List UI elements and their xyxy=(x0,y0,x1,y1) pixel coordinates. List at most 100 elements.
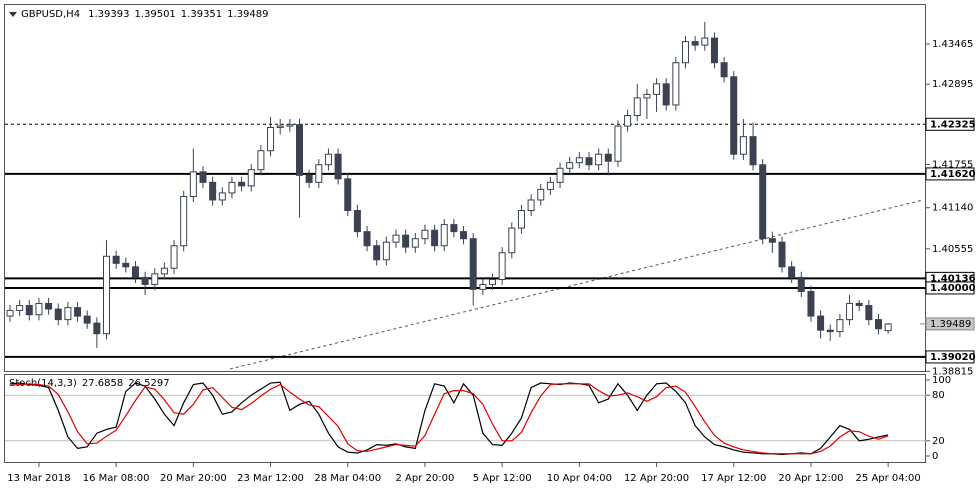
candle-body xyxy=(575,157,583,164)
candle-body xyxy=(64,307,72,321)
candle-body xyxy=(296,124,303,176)
candle-body xyxy=(411,238,419,248)
candle-body xyxy=(315,164,323,183)
open-value: 1.39393 xyxy=(88,9,129,20)
candle-body xyxy=(218,192,226,201)
candle-body xyxy=(817,315,825,331)
y-tick-label: 80 xyxy=(932,390,945,401)
level-label-box xyxy=(925,281,975,295)
candle-body xyxy=(585,157,593,166)
high-value: 1.39501 xyxy=(134,9,175,20)
close-value: 1.39489 xyxy=(227,9,268,20)
candle-body xyxy=(836,319,844,333)
candle-body xyxy=(720,62,728,78)
level-label-box xyxy=(925,117,975,131)
candle-body xyxy=(556,167,564,183)
candle-body xyxy=(807,290,815,317)
current-price-box xyxy=(925,317,975,331)
y-tick-label: 1.38815 xyxy=(932,366,973,377)
candle-body xyxy=(730,76,738,155)
level-label: 1.41620 xyxy=(930,169,976,180)
x-tick-label: 20 Apr 12:00 xyxy=(778,473,843,484)
candle-body xyxy=(93,322,101,335)
candle-body xyxy=(633,97,641,117)
candle-body xyxy=(739,136,747,155)
symbol: GBPUSD,H4 xyxy=(21,9,80,20)
chart-title: GBPUSD,H4 1.39393 1.39501 1.39351 1.39489 xyxy=(21,9,269,20)
candle-body xyxy=(276,125,284,128)
candle-body xyxy=(286,124,294,127)
candle-body xyxy=(363,231,371,247)
candle-body xyxy=(875,319,882,330)
signal-value: 26.5297 xyxy=(128,378,169,389)
y-tick-label: 1.41755 xyxy=(932,159,973,170)
candle-body xyxy=(324,153,332,166)
candle-body xyxy=(865,305,873,321)
y-tick-label: 1.42895 xyxy=(932,79,973,90)
dropdown-icon[interactable] xyxy=(9,12,17,17)
x-tick-label: 2 Apr 20:00 xyxy=(396,473,455,484)
main-panel xyxy=(4,4,926,372)
candle-body xyxy=(180,195,188,247)
candle-body xyxy=(141,276,149,285)
y-tick-label: 1.40555 xyxy=(932,244,973,255)
level-label: 1.40136 xyxy=(930,273,976,284)
candle-body xyxy=(54,308,62,321)
candle-body xyxy=(353,210,361,233)
candle-body xyxy=(45,302,53,310)
level-label-box xyxy=(925,167,975,181)
candle-body xyxy=(112,255,120,264)
y-tick-label: 1.41140 xyxy=(932,203,973,214)
candle-body xyxy=(334,153,342,180)
candle-body xyxy=(662,83,670,106)
candle-body xyxy=(508,227,516,254)
candle-body xyxy=(122,262,130,268)
candle-body xyxy=(653,83,661,95)
candle-body xyxy=(16,305,24,311)
candle-body xyxy=(566,162,574,169)
candle-body xyxy=(131,266,139,278)
x-tick-label: 12 Apr 20:00 xyxy=(624,473,689,484)
candle-body xyxy=(826,329,834,333)
candle-body xyxy=(228,181,236,194)
candle-body xyxy=(160,267,168,275)
candle-body xyxy=(189,171,197,197)
candle-body xyxy=(546,181,554,190)
candle-body xyxy=(83,315,91,324)
y-tick-label: 0 xyxy=(932,451,938,462)
candle-body xyxy=(846,302,854,321)
candle-body xyxy=(460,231,468,240)
candle-body xyxy=(537,188,545,201)
candle-body xyxy=(74,307,82,317)
candle-body xyxy=(710,37,718,64)
candle-body xyxy=(682,41,689,64)
candle-body xyxy=(25,305,33,316)
low-value: 1.39351 xyxy=(181,9,222,20)
candle-body xyxy=(440,224,448,247)
stoch-line xyxy=(9,383,889,455)
x-tick-label: 28 Mar 04:00 xyxy=(314,473,381,484)
y-tick-label: 20 xyxy=(932,436,945,447)
level-label: 1.42325 xyxy=(930,119,976,130)
x-tick-label: 23 Mar 12:00 xyxy=(237,473,304,484)
candle-body xyxy=(373,245,381,261)
candle-body xyxy=(402,234,410,248)
level-label-box xyxy=(925,350,975,364)
candle-body xyxy=(103,255,110,335)
candle-body xyxy=(604,153,612,162)
candle-body xyxy=(238,181,246,187)
candle-body xyxy=(479,283,487,290)
candle-body xyxy=(382,241,390,261)
x-tick-label: 20 Mar 20:00 xyxy=(160,473,227,484)
candle-body xyxy=(797,276,805,292)
candle-body xyxy=(469,238,477,290)
x-tick-label: 16 Mar 08:00 xyxy=(83,473,150,484)
candle-body xyxy=(35,302,43,316)
x-tick-label: 5 Apr 12:00 xyxy=(473,473,532,484)
candle-body xyxy=(199,171,207,183)
stoch-title: Stoch(14,3,3) 27.6858 26.5297 xyxy=(9,378,170,389)
candle-body xyxy=(778,241,786,268)
candle-body xyxy=(691,41,699,46)
